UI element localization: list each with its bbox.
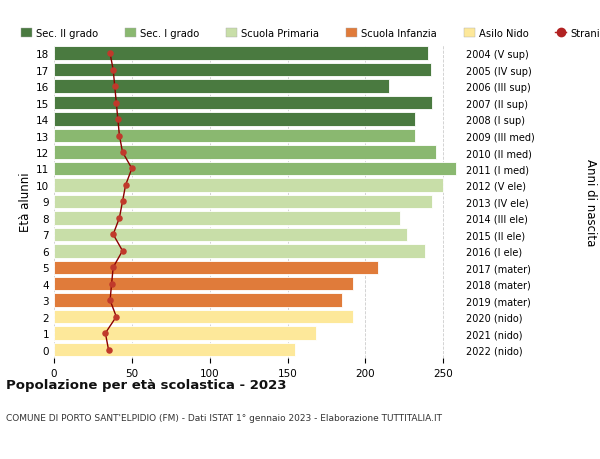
Point <box>112 100 121 107</box>
Bar <box>54 294 342 307</box>
Bar <box>54 245 425 258</box>
Y-axis label: Età alunni: Età alunni <box>19 172 32 232</box>
Point <box>101 330 110 337</box>
Bar <box>54 310 353 324</box>
Point <box>104 346 113 353</box>
Bar <box>54 195 433 209</box>
Text: Popolazione per età scolastica - 2023: Popolazione per età scolastica - 2023 <box>6 379 287 392</box>
Legend: Sec. II grado, Sec. I grado, Scuola Primaria, Scuola Infanzia, Asilo Nido, Stran: Sec. II grado, Sec. I grado, Scuola Prim… <box>17 25 600 43</box>
Bar <box>54 146 436 159</box>
Point <box>115 133 124 140</box>
Point <box>112 313 121 321</box>
Point <box>118 247 127 255</box>
Point <box>127 165 137 173</box>
Point <box>107 280 116 288</box>
Bar <box>54 228 407 241</box>
Bar <box>54 261 378 274</box>
Bar <box>54 179 443 192</box>
Point <box>110 83 119 90</box>
Point <box>118 198 127 206</box>
Bar <box>54 97 433 110</box>
Point <box>109 264 118 271</box>
Bar <box>54 80 389 94</box>
Bar <box>54 113 415 127</box>
Bar <box>54 212 400 225</box>
Bar <box>54 162 456 176</box>
Point <box>109 67 118 74</box>
Bar <box>54 64 431 77</box>
Point <box>115 215 124 222</box>
Point <box>105 50 115 58</box>
Text: COMUNE DI PORTO SANT'ELPIDIO (FM) - Dati ISTAT 1° gennaio 2023 - Elaborazione TU: COMUNE DI PORTO SANT'ELPIDIO (FM) - Dati… <box>6 413 442 422</box>
Bar <box>54 343 295 357</box>
Bar <box>54 277 353 291</box>
Bar <box>54 327 316 340</box>
Point <box>105 297 115 304</box>
Point <box>118 149 127 157</box>
Point <box>121 182 130 189</box>
Point <box>113 116 122 123</box>
Point <box>109 231 118 239</box>
Text: Anni di nascita: Anni di nascita <box>584 158 597 246</box>
Bar <box>54 129 415 143</box>
Bar <box>54 47 428 61</box>
